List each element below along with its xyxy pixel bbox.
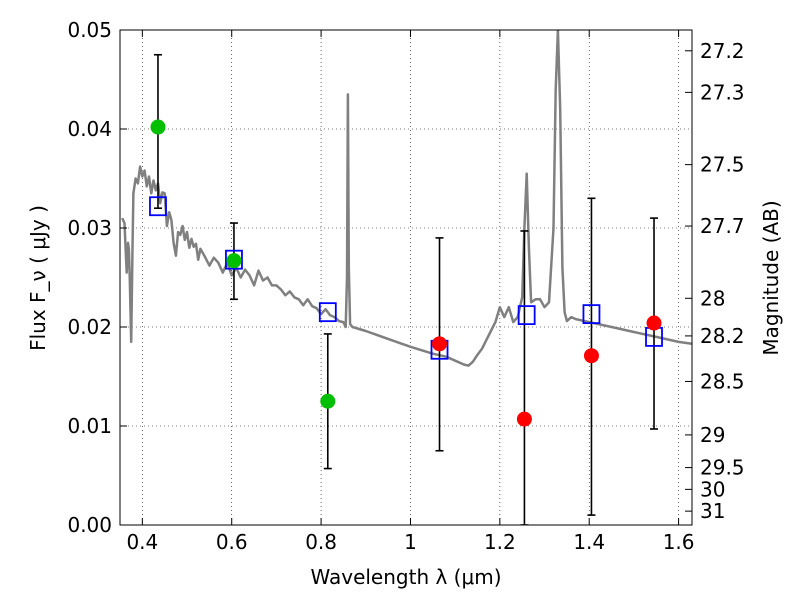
y-right-tick-label: 29 [700, 423, 725, 447]
observed-flux-point [432, 336, 448, 352]
y-right-tick-label: 27.2 [700, 39, 745, 63]
y-tick-label: 0.04 [67, 117, 112, 141]
plot-series [121, 30, 692, 525]
plot-frame [119, 29, 693, 526]
y-right-tick-label: 27.5 [700, 153, 745, 177]
y-tick-label: 0.01 [67, 414, 112, 438]
model-flux-square [582, 304, 601, 325]
x-tick-label: 1 [404, 530, 417, 554]
y-right-tick-label: 27.7 [700, 214, 745, 238]
x-tick-label: 1.2 [484, 530, 516, 554]
observed-flux-point [320, 393, 336, 409]
x-tick-label: 0.6 [216, 530, 248, 554]
series-group [121, 30, 692, 525]
model-flux-square [225, 249, 243, 270]
y-tick-label: 0.05 [67, 18, 112, 42]
y-right-tick-label: 28.5 [700, 369, 745, 393]
x-axis: 0.4 0.6 0.8 1 1.2 1.4 1.6 [126, 30, 695, 554]
observed-flux-point [516, 411, 532, 427]
x-axis-label: Wavelength λ (μm) [310, 565, 501, 589]
y-right-tick-label: 30 [700, 477, 725, 501]
observed-flux-point [226, 253, 242, 269]
plot-background [120, 30, 692, 525]
x-tick-label: 0.4 [126, 530, 158, 554]
x-tick-label: 1.4 [573, 530, 605, 554]
x-tick-label: 0.8 [305, 530, 337, 554]
observed-flux-point [150, 119, 166, 135]
y-right-tick-label: 28.2 [700, 324, 745, 348]
model-flux-square [318, 302, 337, 323]
observed-flux-point [646, 315, 662, 331]
y-right-tick-label: 29.5 [700, 456, 745, 480]
model-flux-square [149, 196, 167, 217]
y-axis-left: 0.00 0.01 0.02 0.03 0.04 0.05 [67, 18, 127, 537]
y-axis-right-label: Magnitude (AB) [759, 200, 783, 355]
y-axis-label: Flux F_ν ( μJy ) [26, 205, 50, 351]
y-right-tick-label: 28 [700, 286, 725, 310]
model-flux-square [517, 305, 536, 326]
observed-flux-point [583, 348, 599, 364]
x-tick-label: 1.6 [663, 530, 695, 554]
y-right-tick-label: 27.3 [700, 80, 745, 104]
y-right-tick-label: 31 [700, 499, 725, 523]
y-tick-label: 0.02 [67, 315, 112, 339]
y-tick-label: 0.00 [67, 513, 112, 537]
y-tick-label: 0.03 [67, 216, 112, 240]
